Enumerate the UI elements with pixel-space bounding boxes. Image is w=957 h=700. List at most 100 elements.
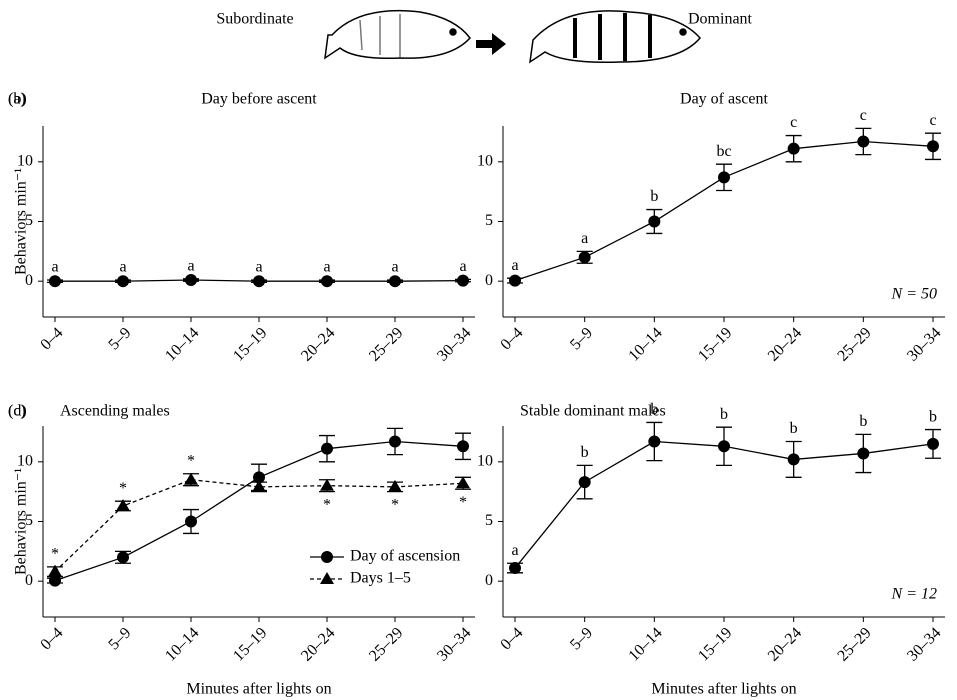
x-tick-label: 20–24 — [298, 624, 338, 664]
y-tick-label: 5 — [485, 212, 493, 229]
point — [579, 476, 591, 488]
x-tick-label: 25–29 — [366, 624, 406, 664]
point — [321, 275, 333, 287]
sample-size: N = 12 — [891, 586, 937, 603]
panel-title: Day of ascent — [680, 91, 769, 108]
x-tick-label: 0–4 — [37, 624, 66, 653]
point — [718, 171, 730, 183]
point — [457, 440, 469, 452]
x-axis-label: Minutes after lights on — [651, 681, 796, 698]
point — [185, 516, 197, 528]
point — [184, 473, 198, 485]
x-tick-label: 25–29 — [366, 324, 406, 364]
annotation: * — [187, 452, 195, 469]
annotation: a — [581, 230, 588, 247]
x-tick-label: 0–4 — [37, 324, 66, 353]
point — [185, 274, 197, 286]
x-tick-label: 20–24 — [765, 324, 805, 364]
x-tick-label: 30–34 — [434, 624, 474, 664]
legend-marker — [321, 551, 333, 563]
annotation: * — [119, 480, 127, 497]
y-axis-label: Behaviors min⁻¹ — [13, 468, 30, 575]
annotation: c — [790, 114, 797, 131]
y-tick-label: 10 — [477, 452, 493, 469]
point — [509, 562, 521, 574]
panel-label: (b) — [8, 91, 27, 108]
x-tick-label: 5–9 — [105, 324, 134, 353]
point — [857, 136, 869, 148]
annotation: b — [720, 406, 728, 423]
x-tick-label: 0–4 — [497, 624, 526, 653]
x-tick-label: 10–14 — [162, 324, 202, 364]
annotation: a — [51, 259, 58, 276]
panel-label: (d) — [8, 403, 27, 420]
legend-label: Days 1–5 — [350, 570, 411, 587]
point — [648, 436, 660, 448]
x-tick-label: 30–34 — [904, 324, 944, 364]
panel-title: Stable dominant males — [520, 403, 666, 420]
panel-title: Ascending males — [60, 403, 170, 420]
x-tick-label: 10–14 — [162, 624, 202, 664]
y-tick-label: 10 — [17, 452, 33, 469]
annotation: c — [929, 112, 936, 129]
x-axis-label: Minutes after lights on — [186, 681, 331, 698]
point — [389, 436, 401, 448]
annotation: b — [790, 420, 798, 437]
annotation: a — [119, 259, 126, 276]
y-axis-label: Behaviors min⁻¹ — [13, 168, 30, 275]
point — [788, 143, 800, 155]
x-tick-label: 30–34 — [434, 324, 474, 364]
x-tick-label: 20–24 — [298, 324, 338, 364]
annotation: * — [391, 496, 399, 513]
x-tick-label: 20–24 — [765, 624, 805, 664]
point — [857, 447, 869, 459]
annotation: b — [859, 413, 867, 430]
fish-dominant — [530, 11, 700, 62]
annotation: a — [459, 258, 466, 275]
point — [927, 140, 939, 152]
line — [515, 142, 933, 281]
fish-subordinate — [325, 11, 470, 59]
point — [321, 443, 333, 455]
point — [509, 275, 521, 287]
y-tick-label: 10 — [17, 152, 33, 169]
header-right: Dominant — [688, 11, 753, 28]
x-tick-label: 5–9 — [567, 624, 596, 653]
y-tick-label: 0 — [485, 272, 493, 289]
point — [788, 453, 800, 465]
point — [927, 438, 939, 450]
x-tick-label: 15–19 — [695, 324, 735, 364]
legend-label: Day of ascension — [350, 548, 460, 565]
annotation: a — [511, 257, 518, 274]
x-tick-label: 25–29 — [834, 624, 874, 664]
header-left: Subordinate — [216, 11, 293, 28]
annotation: c — [860, 107, 867, 124]
annotation: * — [51, 546, 59, 563]
annotation: b — [581, 444, 589, 461]
annotation: a — [187, 257, 194, 274]
annotation: b — [650, 401, 658, 418]
x-tick-label: 10–14 — [625, 324, 665, 364]
annotation: b — [650, 188, 658, 205]
annotation: * — [323, 496, 331, 513]
x-tick-label: 5–9 — [105, 624, 134, 653]
annotation: * — [459, 494, 467, 511]
figure: Subordinate Dominant (a)Day before ascen… — [0, 0, 957, 700]
panel-title: Day before ascent — [201, 91, 317, 108]
x-tick-label: 10–14 — [625, 624, 665, 664]
point — [117, 551, 129, 563]
y-tick-label: 5 — [485, 512, 493, 529]
x-tick-label: 5–9 — [567, 324, 596, 353]
point — [579, 251, 591, 263]
point — [117, 275, 129, 287]
annotation: a — [255, 259, 262, 276]
point — [718, 440, 730, 452]
x-tick-label: 25–29 — [834, 324, 874, 364]
annotation: a — [391, 259, 398, 276]
x-tick-label: 30–34 — [904, 624, 944, 664]
x-tick-label: 15–19 — [695, 624, 735, 664]
point — [253, 275, 265, 287]
annotation: b — [929, 408, 937, 425]
legend-marker — [320, 572, 334, 584]
arrow — [476, 33, 506, 55]
